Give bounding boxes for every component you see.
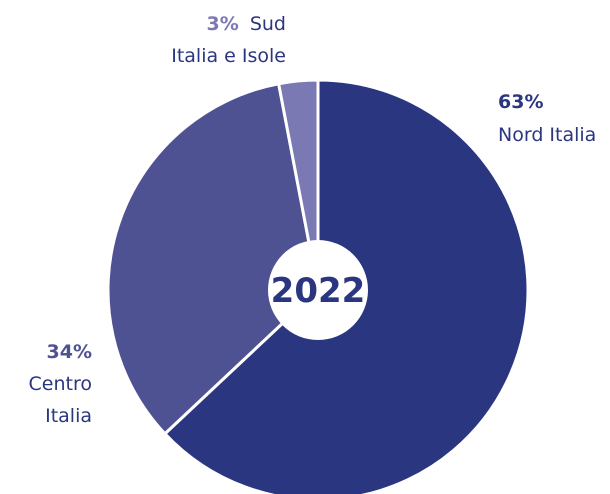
slice-name-centro-line1: Centro bbox=[29, 373, 92, 395]
slice-name-sud-line1: Sud bbox=[250, 13, 286, 35]
slice-name-centro-line2: Italia bbox=[45, 405, 92, 427]
slice-label-sud: 3% Sud Italia e Isole bbox=[171, 13, 286, 67]
slice-label-centro: 34% Centro Italia bbox=[29, 341, 92, 427]
slice-centro-italia bbox=[106, 82, 320, 436]
slice-label-sud-line1: 3% Sud bbox=[206, 13, 286, 35]
slice-name-sud-line2: Italia e Isole bbox=[171, 45, 286, 67]
slice-sud-italia-e-isole bbox=[277, 78, 320, 292]
slice-percent-centro: 34% bbox=[47, 341, 92, 363]
center-hole bbox=[268, 240, 368, 340]
center-year-label: 2022 bbox=[271, 271, 366, 311]
slice-name-nord: Nord Italia bbox=[498, 124, 596, 146]
slice-label-nord: 63% Nord Italia bbox=[498, 91, 596, 146]
slice-percent-nord: 63% bbox=[498, 91, 543, 113]
slice-percent-sud: 3% bbox=[206, 13, 238, 35]
